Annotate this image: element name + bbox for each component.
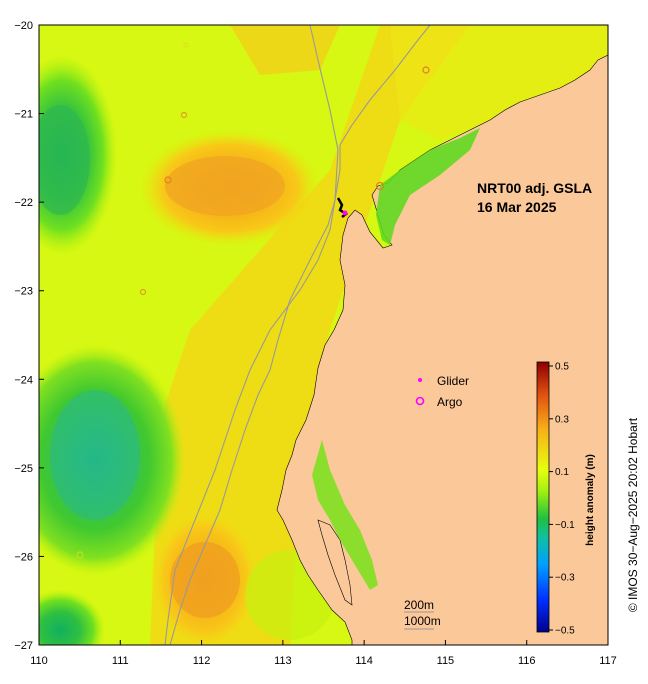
colorbar-tick-label: −0.5	[555, 626, 575, 637]
lon-tick-label: 112	[193, 655, 211, 667]
colorbar-ramp	[536, 361, 550, 633]
lon-tick-label: 116	[518, 655, 536, 667]
lon-tick-label: 110	[30, 655, 48, 667]
lat-tick-label: −22	[14, 197, 33, 209]
glider-label: Glider	[437, 374, 469, 388]
colorbar-tick-label: −0.1	[555, 520, 575, 531]
colorbar-tick-label: 0.3	[555, 414, 569, 425]
glider-marker	[418, 378, 422, 382]
product-title: NRT00 adj. GSLA	[477, 180, 592, 196]
longitude-axis: 110 111 112 113 114 115 116 117	[30, 640, 617, 667]
colorbar: 0.5 0.3 0.1 −0.1 −0.3 −0.5 height anomaly (m)	[536, 361, 596, 637]
plot-frame	[38, 24, 609, 646]
isobath-legend: 200m 1000m	[404, 598, 441, 630]
marker-legend: Glider Argo	[415, 374, 469, 409]
argo-label: Argo	[437, 395, 463, 409]
colorbar-tick-label: 0.1	[555, 467, 569, 478]
lat-tick-label: −21	[14, 109, 33, 121]
lon-tick-label: 111	[112, 655, 129, 667]
latitude-axis: −20 −21 −22 −23 −24 −25 −26 −27	[14, 20, 44, 652]
colorbar-tick-label: 0.5	[555, 362, 569, 373]
credit: © IMOS 30−Aug−2025 20:02 Hobart	[626, 417, 640, 612]
lon-tick-label: 117	[599, 655, 617, 667]
colorbar-tick-label: −0.3	[555, 573, 575, 584]
lat-tick-label: −25	[14, 463, 33, 475]
anomaly-field	[39, 25, 608, 645]
lat-tick-label: −23	[14, 286, 33, 298]
lon-tick-label: 113	[274, 655, 292, 667]
isobath-1000m: 1000m	[404, 614, 441, 628]
map-date: 16 Mar 2025	[477, 199, 557, 215]
lat-tick-label: −26	[14, 551, 33, 563]
lat-tick-label: −24	[14, 374, 33, 386]
lon-tick-label: 115	[437, 655, 455, 667]
argo-marker	[415, 396, 425, 406]
lat-tick-label: −20	[14, 20, 33, 32]
land-mass	[276, 54, 608, 645]
colorbar-label: height anomaly (m)	[585, 454, 596, 546]
lat-tick-label: −27	[14, 640, 33, 652]
isobath-200m: 200m	[404, 598, 434, 612]
lon-tick-label: 114	[355, 655, 373, 667]
